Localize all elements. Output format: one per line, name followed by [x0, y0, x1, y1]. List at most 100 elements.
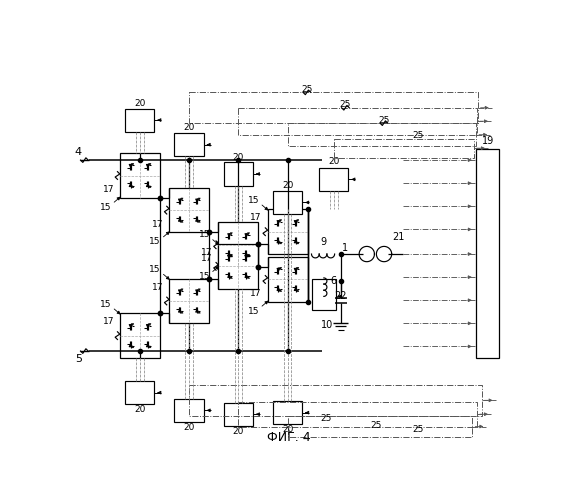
Text: 20: 20	[184, 124, 195, 132]
Bar	[224, 162, 253, 186]
Bar	[120, 153, 160, 198]
Text: 25: 25	[413, 131, 424, 140]
Polygon shape	[230, 276, 232, 278]
Text: 17: 17	[102, 318, 114, 326]
Text: 17: 17	[152, 282, 163, 292]
Text: 10: 10	[321, 320, 333, 330]
Text: 5: 5	[75, 354, 82, 364]
Polygon shape	[280, 268, 282, 270]
Polygon shape	[132, 324, 134, 326]
Polygon shape	[181, 289, 183, 291]
Text: 20: 20	[328, 157, 340, 166]
Bar	[238, 108, 477, 134]
Text: 20: 20	[134, 405, 145, 414]
Polygon shape	[132, 186, 134, 188]
Polygon shape	[280, 220, 282, 222]
Bar	[334, 138, 474, 158]
Text: 21: 21	[392, 232, 405, 242]
Polygon shape	[149, 346, 151, 348]
Polygon shape	[280, 242, 282, 244]
Bar	[268, 210, 308, 254]
Polygon shape	[198, 311, 201, 313]
Text: 20: 20	[233, 152, 244, 162]
Text: 15: 15	[100, 202, 112, 211]
Text: 15: 15	[150, 265, 161, 274]
Text: 15: 15	[199, 230, 210, 239]
Text: 17: 17	[250, 289, 262, 298]
Text: 15: 15	[100, 300, 112, 308]
Polygon shape	[149, 324, 151, 326]
Bar	[288, 416, 472, 438]
Text: 25: 25	[301, 85, 312, 94]
Text: 20: 20	[233, 426, 244, 436]
Text: 22: 22	[334, 292, 347, 302]
Text: 25: 25	[340, 100, 351, 109]
Text: 20: 20	[282, 425, 293, 434]
Polygon shape	[198, 220, 201, 222]
Text: 20: 20	[184, 423, 195, 432]
Polygon shape	[297, 268, 299, 270]
Text: 9: 9	[320, 238, 326, 248]
Polygon shape	[297, 290, 299, 292]
Text: 15: 15	[199, 272, 210, 281]
Polygon shape	[247, 254, 250, 256]
Polygon shape	[247, 276, 250, 278]
Polygon shape	[297, 220, 299, 222]
Text: 20: 20	[282, 181, 293, 190]
Text: 17: 17	[152, 220, 163, 228]
Polygon shape	[230, 254, 232, 256]
Bar	[311, 280, 336, 310]
Text: 1: 1	[342, 243, 349, 253]
Text: 25: 25	[413, 425, 424, 434]
Text: 25: 25	[320, 414, 332, 422]
Bar	[125, 108, 154, 132]
Polygon shape	[181, 198, 183, 200]
Polygon shape	[198, 289, 201, 291]
Text: 15: 15	[150, 237, 161, 246]
Text: 15: 15	[248, 306, 259, 316]
Bar	[218, 222, 258, 267]
Polygon shape	[181, 220, 183, 222]
Bar	[175, 133, 204, 156]
Bar	[288, 123, 476, 146]
Bar	[169, 278, 209, 324]
Polygon shape	[297, 242, 299, 244]
Bar	[268, 257, 308, 302]
Bar	[273, 401, 302, 424]
Polygon shape	[280, 290, 282, 292]
Text: 25: 25	[378, 116, 390, 124]
Text: 20: 20	[134, 98, 145, 108]
Bar	[218, 244, 258, 288]
Polygon shape	[181, 311, 183, 313]
Bar	[175, 399, 204, 422]
Text: 17: 17	[201, 254, 212, 263]
Bar	[238, 402, 477, 426]
Text: 17: 17	[102, 185, 114, 194]
Bar	[476, 148, 499, 358]
Bar	[319, 168, 349, 191]
Text: 15: 15	[248, 196, 259, 204]
Polygon shape	[247, 255, 250, 257]
Bar	[189, 385, 482, 416]
Polygon shape	[198, 198, 201, 200]
Polygon shape	[230, 255, 232, 257]
Text: 6: 6	[330, 276, 336, 286]
Bar	[224, 402, 253, 426]
Polygon shape	[132, 164, 134, 166]
Bar	[125, 381, 154, 404]
Polygon shape	[230, 232, 232, 235]
Polygon shape	[149, 164, 151, 166]
Polygon shape	[132, 346, 134, 348]
Bar	[273, 191, 302, 214]
Polygon shape	[149, 186, 151, 188]
Polygon shape	[247, 232, 250, 235]
Text: 17: 17	[201, 248, 212, 257]
Text: ФИГ. 4: ФИГ. 4	[267, 431, 311, 444]
Text: 19: 19	[482, 136, 494, 146]
Text: 17: 17	[250, 214, 262, 222]
Text: 4: 4	[75, 148, 82, 158]
Text: 25: 25	[371, 421, 382, 430]
Bar	[189, 92, 478, 123]
Bar	[169, 188, 209, 232]
Bar	[120, 314, 160, 358]
